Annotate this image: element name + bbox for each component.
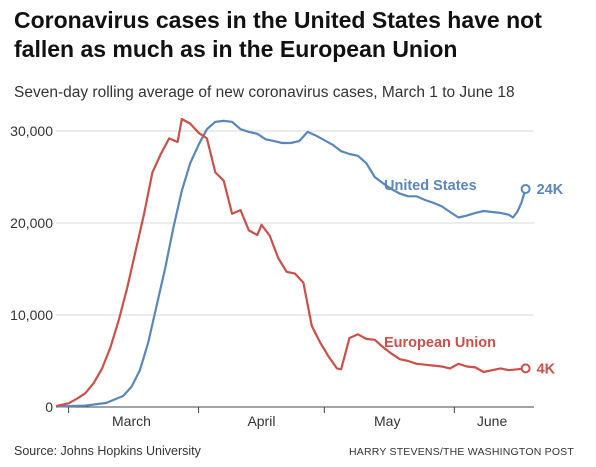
european-union-series-label: European Union xyxy=(384,335,496,351)
y-tick-label: 30,000 xyxy=(10,123,53,139)
european-union-end-marker xyxy=(520,363,531,374)
x-tick-label: March xyxy=(112,413,151,429)
x-tick-label: April xyxy=(247,413,275,429)
series-lines xyxy=(55,117,531,408)
series-labels: 24K United States 4K European Union xyxy=(384,178,564,377)
gridlines: 0 10,000 20,000 30,000 xyxy=(10,123,534,415)
y-tick-label: 20,000 xyxy=(10,215,53,231)
x-tick-label: June xyxy=(477,413,508,429)
x-axis: March April May June xyxy=(68,407,508,429)
european-union-line xyxy=(55,117,526,408)
united-states-end-marker xyxy=(520,183,531,194)
united-states-line xyxy=(55,119,527,408)
chart-subtitle: Seven-day rolling average of new coronav… xyxy=(14,84,515,101)
x-tick-label: May xyxy=(374,413,400,429)
y-tick-label: 10,000 xyxy=(10,307,53,323)
credit-line: HARRY STEVENS/THE WASHINGTON POST xyxy=(349,446,574,458)
united-states-series-label: United States xyxy=(384,178,477,194)
european-union-end-label: 4K xyxy=(537,361,556,377)
y-tick-label: 0 xyxy=(45,399,53,415)
united-states-end-label: 24K xyxy=(537,182,564,198)
chart-title: Coronavirus cases in the United States h… xyxy=(14,7,542,62)
source-note: Source: Johns Hopkins University xyxy=(14,444,201,458)
